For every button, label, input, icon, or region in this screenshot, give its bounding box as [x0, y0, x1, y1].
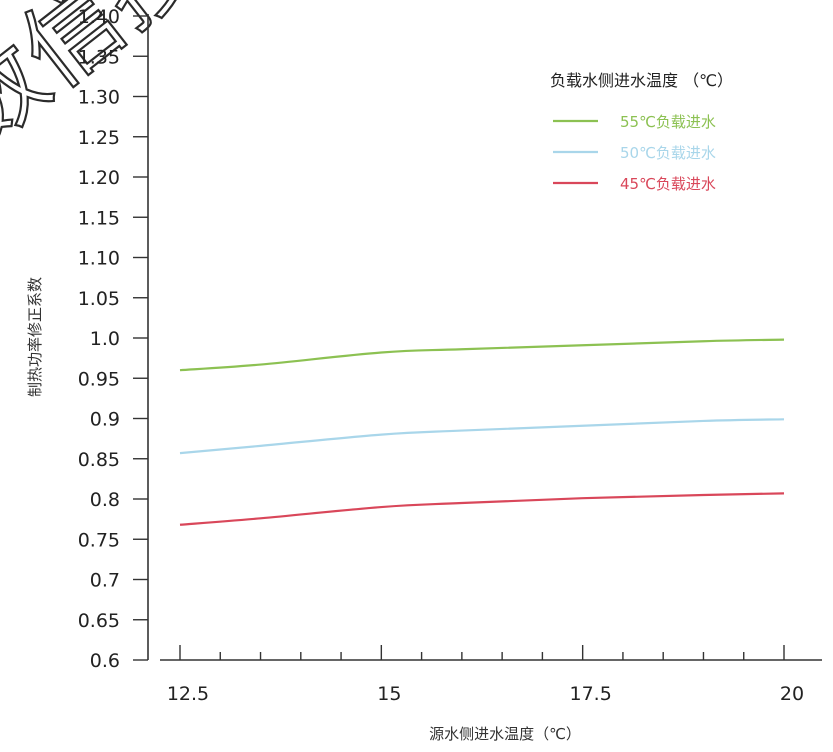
legend-label: 55℃负载进水	[620, 113, 716, 131]
y-ticks: 0.6 0.65 0.7 0.75 0.8 0.85 0.9 0.95 1.0 1.05 1.10 1…	[78, 6, 148, 672]
y-tick-label: 1.10	[78, 248, 120, 270]
x-tick-label: 17.5	[570, 683, 612, 705]
x-tick-label: 15	[377, 683, 401, 705]
y-tick-label: 0.75	[78, 529, 120, 551]
y-tick-label: 0.65	[78, 610, 120, 632]
series-lines	[179, 338, 785, 526]
series-line-2	[179, 492, 785, 526]
legend-label: 45℃负载进水	[620, 175, 716, 193]
y-tick-label: 1.40	[78, 6, 120, 28]
x-tick-label: 12.5	[167, 683, 209, 705]
y-axis-title: 制热功率修正系数	[26, 277, 44, 397]
y-tick-label: 1.35	[78, 46, 120, 68]
y-tick-label: 0.9	[90, 409, 120, 431]
x-axis-title: 源水侧进水温度（℃）	[429, 725, 581, 743]
series-line-0	[179, 338, 785, 372]
y-tick-label: 0.8	[90, 489, 120, 511]
y-tick-label: 1.25	[78, 127, 120, 149]
x-tick-label: 20	[780, 683, 804, 705]
x-ticks: 12.5 15 17.5 20	[167, 645, 804, 705]
y-tick-label: 1.05	[78, 288, 120, 310]
legend: 负载水侧进水温度 （℃） 55℃负载进水 50℃负载进水 45℃负载进水	[550, 71, 733, 193]
y-tick-label: 0.6	[90, 650, 120, 672]
y-tick-label: 0.95	[78, 368, 120, 390]
y-tick-label: 0.85	[78, 449, 120, 471]
y-tick-label: 1.0	[90, 328, 120, 350]
legend-title: 负载水侧进水温度 （℃）	[550, 71, 733, 90]
y-tick-label: 0.7	[90, 570, 120, 592]
y-tick-label: 1.20	[78, 167, 120, 189]
y-tick-label: 1.15	[78, 207, 120, 229]
legend-items: 55℃负载进水 50℃负载进水 45℃负载进水	[553, 113, 716, 193]
y-tick-label: 1.30	[78, 87, 120, 109]
legend-label: 50℃负载进水	[620, 144, 716, 162]
series-line-1	[179, 418, 785, 455]
